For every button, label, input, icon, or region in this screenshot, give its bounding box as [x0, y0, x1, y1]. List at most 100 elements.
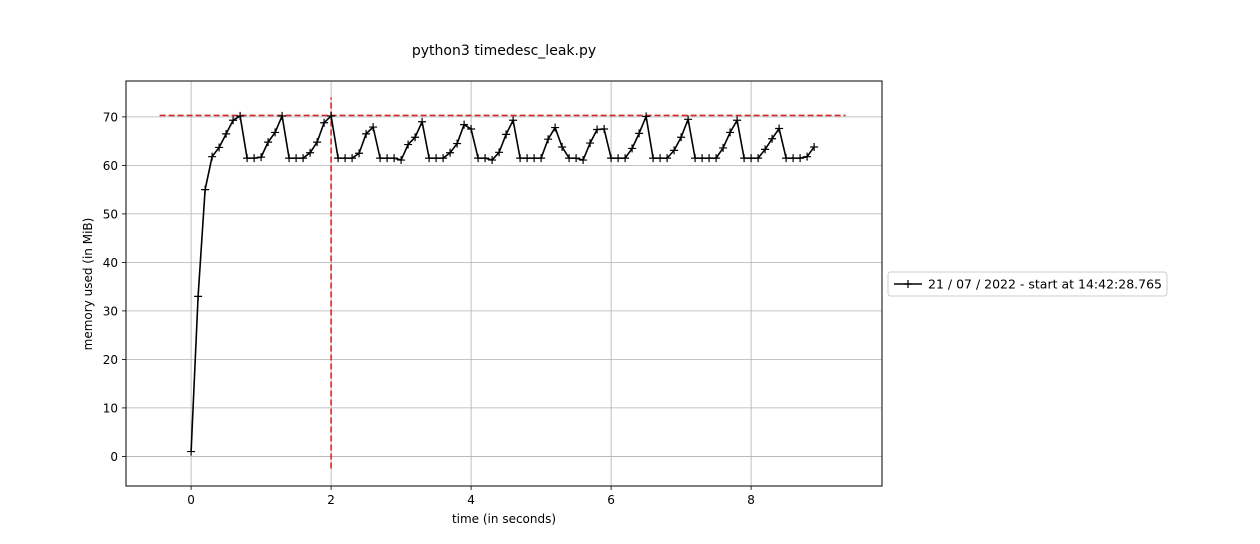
data-point-marker [719, 143, 728, 152]
data-point-marker [446, 148, 455, 157]
x-tick-label: 0 [187, 493, 195, 507]
data-point-marker [397, 156, 406, 165]
data-point-marker [761, 145, 770, 154]
data-point-marker [278, 111, 287, 120]
data-point-marker [502, 130, 511, 139]
legend: 21 / 07 / 2022 - start at 14:42:28.765 [887, 271, 1168, 297]
data-point-marker [740, 154, 749, 163]
data-point-marker [425, 154, 434, 163]
legend-box [887, 271, 1168, 297]
data-point-marker [796, 154, 805, 163]
data-point-marker [705, 154, 714, 163]
data-point-marker [215, 143, 224, 152]
data-point-marker [257, 153, 266, 162]
x-axis-label: time (in seconds) [452, 512, 556, 526]
data-point-marker [712, 154, 721, 163]
chart-title: python3 timedesc_leak.py [412, 43, 596, 59]
data-point-marker [593, 125, 602, 134]
series-layer [187, 111, 819, 456]
legend-label: 21 / 07 / 2022 - start at 14:42:28.765 [928, 277, 1162, 292]
data-point-marker [418, 117, 427, 126]
data-point-marker [810, 142, 819, 151]
data-point-marker [481, 154, 490, 163]
data-point-marker [236, 111, 245, 120]
y-axis-label: memory used (in MiB) [81, 218, 95, 351]
data-point-marker [320, 118, 329, 127]
data-point-marker [551, 123, 560, 132]
data-point-marker [243, 154, 252, 163]
data-point-marker [747, 154, 756, 163]
data-point-marker [271, 128, 280, 137]
data-point-marker [768, 134, 777, 143]
data-point-marker [614, 154, 623, 163]
data-point-marker [579, 156, 588, 165]
data-point-marker [404, 140, 413, 149]
y-tick-label: 40 [103, 256, 118, 270]
data-point-marker [495, 148, 504, 157]
y-tick-label: 70 [103, 110, 118, 124]
data-point-marker [558, 142, 567, 151]
y-tick-label: 60 [103, 159, 118, 173]
data-point-marker [355, 149, 364, 158]
axis-ticks: 0 2 4 6 8 0 10 20 30 40 50 60 70 [103, 110, 755, 507]
data-point-marker [572, 154, 581, 163]
data-point-marker [250, 154, 259, 163]
data-point-marker [306, 148, 315, 157]
data-point-marker [222, 129, 231, 138]
data-point-marker [656, 154, 665, 163]
legend-marker-swatch [904, 280, 912, 288]
data-point-marker [460, 120, 469, 129]
y-tick-label: 10 [103, 401, 118, 415]
data-point-marker [229, 116, 238, 125]
data-point-marker [334, 154, 343, 163]
data-point-marker [390, 154, 399, 163]
data-point-marker [327, 111, 336, 120]
y-tick-label: 20 [103, 353, 118, 367]
data-point-marker [635, 129, 644, 138]
data-point-marker [187, 447, 196, 456]
reference-lines [159, 97, 846, 469]
data-point-marker [565, 154, 574, 163]
data-point-marker [509, 116, 518, 125]
x-tick-label: 4 [467, 493, 475, 507]
y-tick-label: 50 [103, 207, 118, 221]
data-point-marker [523, 154, 532, 163]
data-point-marker [733, 116, 742, 125]
data-point-marker [411, 133, 420, 142]
x-tick-label: 2 [327, 493, 335, 507]
data-point-marker [208, 152, 217, 161]
data-point-marker [516, 154, 525, 163]
data-point-marker [607, 154, 616, 163]
data-point-marker [544, 135, 553, 144]
data-point-marker [586, 139, 595, 148]
x-tick-label: 8 [747, 493, 755, 507]
data-point-marker [292, 154, 301, 163]
data-point-marker [537, 154, 546, 163]
data-point-marker [775, 124, 784, 133]
data-point-marker [530, 154, 539, 163]
grid-lines [126, 81, 882, 486]
data-point-marker [376, 154, 385, 163]
data-point-marker [299, 154, 308, 163]
data-point-marker [803, 152, 812, 161]
data-point-marker [754, 154, 763, 163]
data-point-marker [474, 154, 483, 163]
data-point-marker [383, 154, 392, 163]
data-point-marker [348, 154, 357, 163]
data-point-marker [313, 138, 322, 147]
data-point-marker [600, 125, 609, 134]
data-point-marker [642, 112, 651, 121]
data-point-marker [201, 185, 210, 194]
data-point-marker [432, 154, 441, 163]
data-point-marker [663, 154, 672, 163]
data-point-marker [341, 154, 350, 163]
data-point-marker [362, 129, 371, 138]
data-point-marker [194, 292, 203, 301]
data-point-marker [649, 154, 658, 163]
data-point-marker [677, 133, 686, 142]
data-point-marker [264, 138, 273, 147]
data-point-marker [691, 154, 700, 163]
